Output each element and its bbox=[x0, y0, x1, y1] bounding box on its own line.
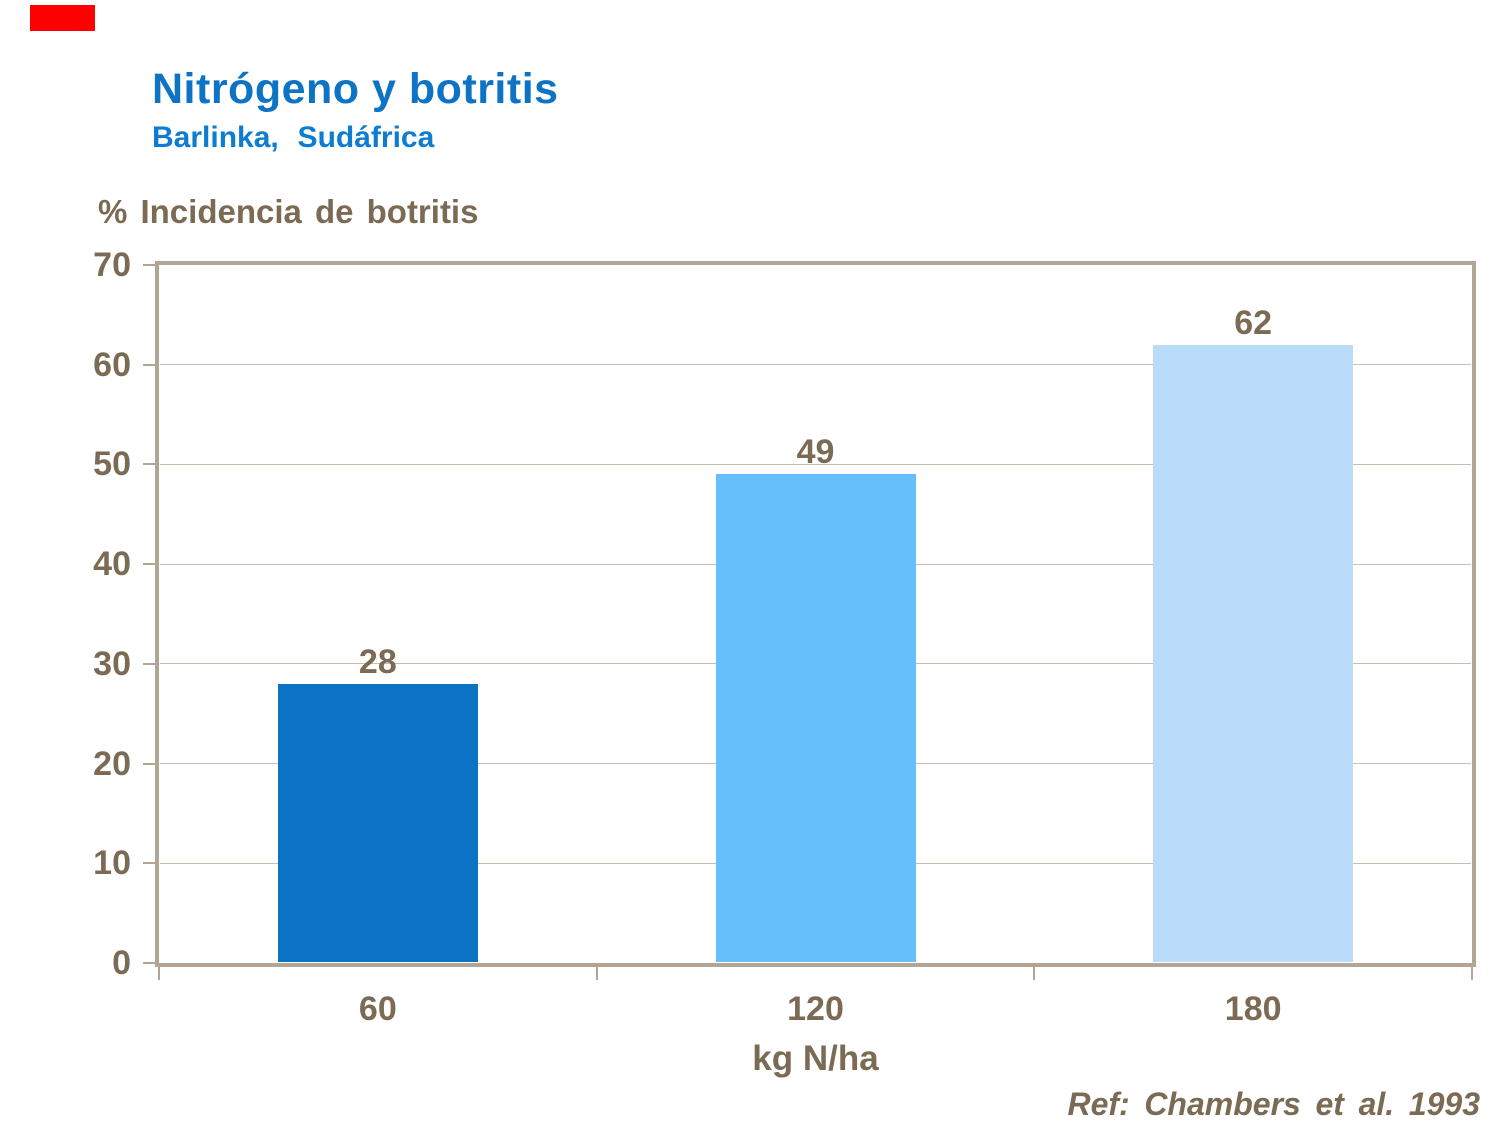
bar-value-label: 62 bbox=[1234, 303, 1273, 342]
y-axis-tick-label: 30 bbox=[93, 644, 131, 683]
y-axis-tick bbox=[143, 264, 157, 266]
y-axis-tick bbox=[143, 662, 157, 665]
bar-value-label: 49 bbox=[796, 433, 835, 472]
bar-value-label: 28 bbox=[358, 642, 397, 681]
bar bbox=[277, 683, 478, 963]
x-category-label: 60 bbox=[358, 990, 397, 1028]
y-axis-tick bbox=[143, 762, 157, 765]
gridline bbox=[159, 364, 1472, 366]
value-axis-title: % Incidencia de botritis bbox=[98, 193, 479, 230]
y-axis-tick bbox=[143, 363, 157, 366]
y-axis-tick-label: 10 bbox=[93, 844, 131, 883]
bar bbox=[1153, 344, 1354, 963]
page-subtitle: Barlinka, Sudáfrica bbox=[152, 121, 435, 154]
x-axis-title: kg N/ha bbox=[752, 1039, 879, 1078]
bar bbox=[715, 474, 916, 963]
y-axis-tick-label: 20 bbox=[93, 744, 131, 783]
y-axis-tick bbox=[143, 862, 157, 865]
x-axis-tick bbox=[595, 967, 598, 980]
x-category-label: 120 bbox=[787, 990, 844, 1028]
y-axis-tick-label: 70 bbox=[93, 246, 131, 284]
y-axis-tick bbox=[143, 962, 157, 964]
gridline bbox=[159, 463, 1472, 465]
y-axis-tick bbox=[143, 563, 157, 566]
page-title: Nitrógeno y botritis bbox=[152, 65, 559, 113]
y-axis-tick-label: 40 bbox=[93, 545, 131, 584]
x-axis-tick bbox=[1471, 967, 1473, 980]
y-axis-tick-label: 60 bbox=[93, 345, 131, 384]
y-axis-tick bbox=[143, 463, 157, 466]
y-axis-tick-label: 50 bbox=[93, 445, 131, 484]
red-slide-marker bbox=[30, 5, 95, 31]
y-axis-tick-label: 0 bbox=[112, 944, 131, 982]
x-axis-tick bbox=[158, 967, 160, 980]
source-reference: Ref: Chambers et al. 1993 bbox=[1067, 1086, 1480, 1122]
x-axis-tick bbox=[1033, 967, 1036, 980]
x-category-label: 180 bbox=[1224, 990, 1282, 1028]
